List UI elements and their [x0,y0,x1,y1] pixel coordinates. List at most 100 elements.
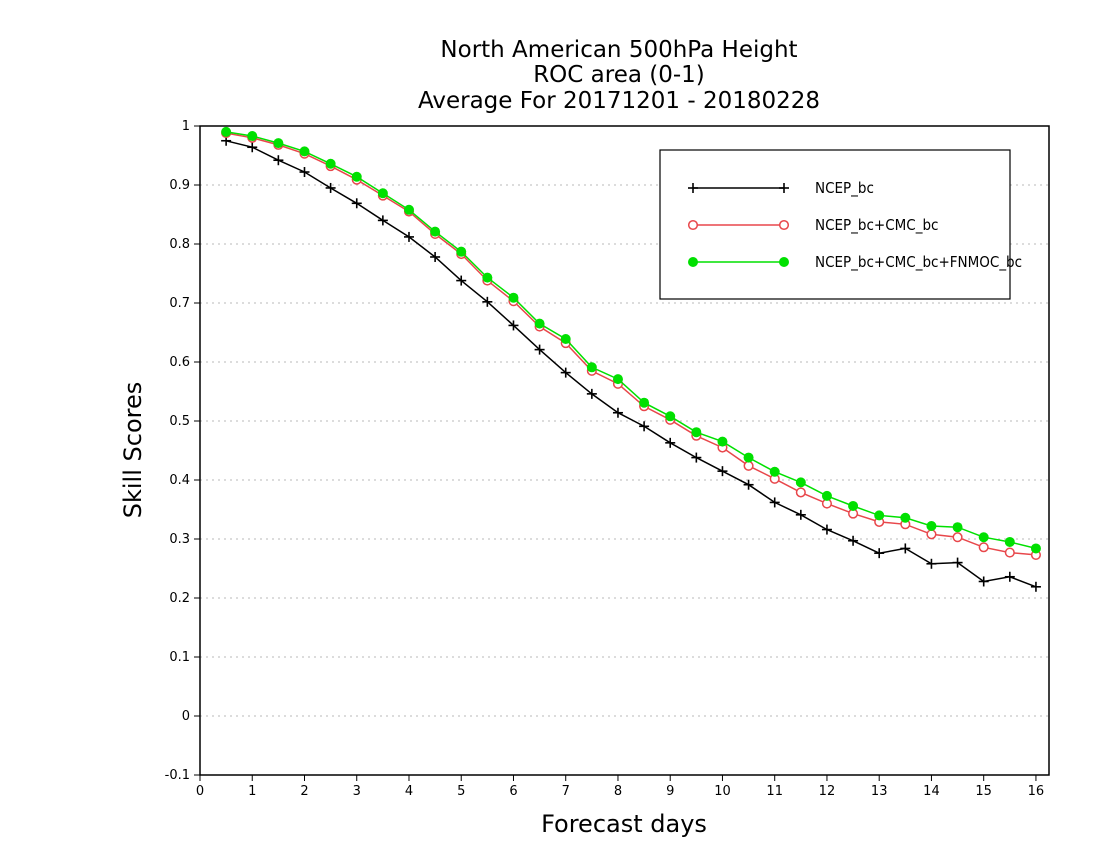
data-point [874,548,885,559]
data-point [900,512,911,523]
data-point [769,466,780,477]
data-point [717,436,728,447]
data-point [795,487,806,498]
data-point [534,344,545,355]
chart-title: North American 500hPa Height ROC area (0… [418,37,820,114]
x-tick-label: 16 [1028,784,1045,799]
data-point [848,500,859,511]
data-point [273,155,284,166]
y-tick-label: 0.8 [169,237,190,252]
legend-item: NCEP_bc+CMC_bc [687,216,938,235]
y-axis-label: Skill Scores [119,382,147,519]
data-point [665,411,676,422]
data-point [926,529,937,540]
data-point [560,367,571,378]
data-point [874,510,885,521]
data-point [691,427,702,438]
data-point [769,497,780,508]
y-tick-label: 0 [182,709,190,724]
x-tick-label: 14 [923,784,940,799]
data-point [952,532,963,543]
axis-ticks: -0.100.10.20.30.40.50.60.70.80.910 1 2 3 4 5 6… [165,119,1045,799]
data-point [221,126,232,137]
data-point [1030,543,1041,554]
x-tick-label: 15 [975,784,992,799]
data-point [612,374,623,385]
data-point [430,251,441,262]
data-point [586,362,597,373]
y-tick-label: 0.6 [169,355,190,370]
data-point [403,231,414,242]
y-tick-label: 0.4 [169,473,190,488]
y-tick-label: 0.2 [169,591,190,606]
data-point [299,146,310,157]
series-3 [221,126,1041,554]
legend: NCEP_bc NCEP_bc+CMC_bc NCEP_bc+CMC_bc+FNMO… [659,149,1022,300]
legend-marker [688,183,698,193]
legend-marker [778,219,790,231]
data-point [247,142,258,153]
series-layer [221,126,1041,592]
y-tick-label: 1 [182,119,190,134]
data-point [795,509,806,520]
data-point [717,466,728,477]
data-point [456,275,467,286]
x-axis-label: Forecast days [541,810,707,838]
series-1 [221,135,1041,592]
data-point [978,576,989,587]
legend-label: NCEP_bc [815,179,874,198]
data-point [665,437,676,448]
x-tick-label: 11 [766,784,783,799]
data-point [482,296,493,307]
data-point [325,182,336,193]
data-point [508,320,519,331]
data-point [482,272,493,283]
data-point [1030,581,1041,592]
data-point [247,131,258,142]
legend-marker [688,257,698,267]
data-point [273,138,284,149]
data-point [900,543,911,554]
data-point [586,388,597,399]
x-tick-label: 2 [300,784,308,799]
data-point [508,292,519,303]
y-tick-label: 0.3 [169,532,190,547]
data-point [612,407,623,418]
data-point [795,477,806,488]
x-tick-label: 3 [353,784,361,799]
legend-marker [779,257,789,267]
x-tick-label: 9 [666,784,674,799]
data-point [691,452,702,463]
data-point [743,460,754,471]
data-point [351,171,362,182]
data-point [821,524,832,535]
data-point [978,542,989,553]
data-point [1004,536,1015,547]
data-point [639,397,650,408]
data-point [299,167,310,178]
x-tick-label: 5 [457,784,465,799]
chart-title-line-2: ROC area (0-1) [533,62,705,88]
x-tick-label: 0 [196,784,204,799]
data-point [743,452,754,463]
y-tick-label: 0.9 [169,178,190,193]
data-point [639,421,650,432]
legend-label: NCEP_bc+CMC_bc+FNMOC_bc [815,253,1022,272]
legend-item: NCEP_bc+CMC_bc+FNMOC_bc [688,253,1022,272]
data-point [848,535,859,546]
data-point [952,557,963,568]
x-tick-label: 13 [871,784,888,799]
data-point [1004,571,1015,582]
y-tick-label: -0.1 [165,768,190,783]
y-tick-label: 0.1 [169,650,190,665]
chart-title-line-1: North American 500hPa Height [440,37,797,63]
y-tick-label: 0.7 [169,296,190,311]
data-point [430,226,441,237]
x-tick-label: 12 [819,784,836,799]
x-tick-label: 4 [405,784,413,799]
data-point [351,198,362,209]
y-tick-label: 0.5 [169,414,190,429]
data-point [560,333,571,344]
data-point [926,558,937,569]
